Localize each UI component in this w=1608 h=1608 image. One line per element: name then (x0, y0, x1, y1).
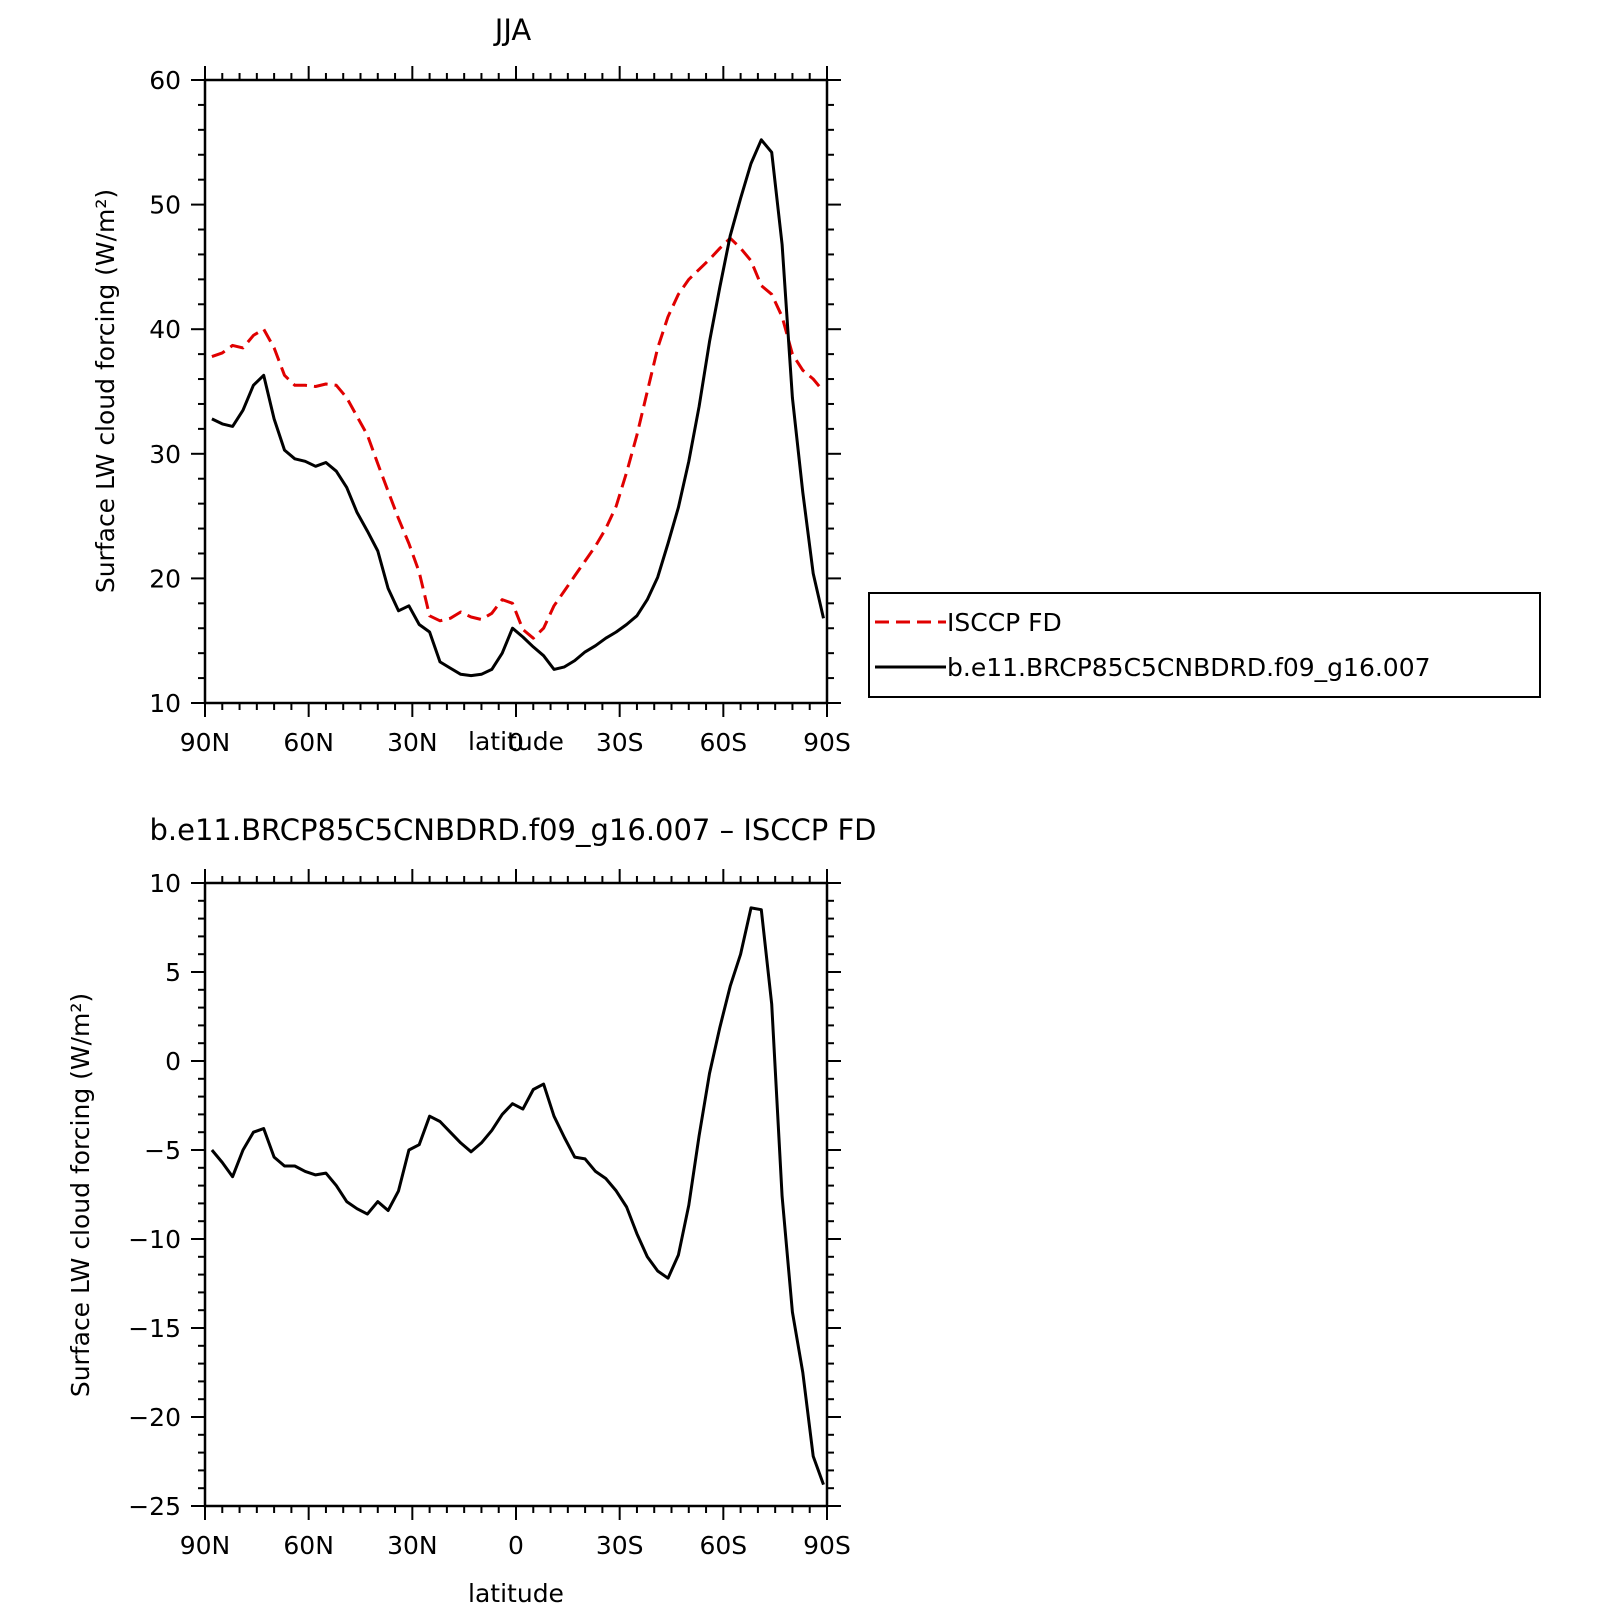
x-tick-label: 30S (596, 1531, 644, 1560)
legend-label: ISCCP FD (947, 608, 1062, 637)
x-tick-label: 0 (508, 728, 524, 757)
chart-title: JJA (493, 13, 532, 47)
y-tick-label: 20 (149, 564, 181, 593)
x-tick-label: 90S (803, 1531, 851, 1560)
y-tick-label: 40 (149, 315, 181, 344)
legend-label: b.e11.BRCP85C5CNBDRD.f09_g16.007 (947, 653, 1431, 682)
x-tick-label: 60S (699, 1531, 747, 1560)
series-line-b-e11-brcp85c5cnbdrd-f09-g16-007 (211, 138, 825, 678)
y-tick-label: −10 (128, 1225, 181, 1254)
x-axis-label: latitude (468, 1579, 564, 1608)
x-tick-label: 30N (387, 1531, 438, 1560)
y-axis-label: Surface LW cloud forcing (W/m²) (66, 993, 95, 1397)
x-tick-label: 30N (387, 728, 438, 757)
x-tick-label: 0 (508, 1531, 524, 1560)
y-tick-label: 0 (165, 1047, 181, 1076)
top-panel: JJA 90N 60N 30N 0 30S 60S 90S 60 50 40 30 20 10 latitu… (91, 13, 851, 757)
x-tick-label: 60N (283, 728, 334, 757)
chart-title: b.e11.BRCP85C5CNBDRD.f09_g16.007 – ISCCP… (150, 813, 877, 847)
legend-box (868, 592, 1541, 698)
x-tick-label: 30S (596, 728, 644, 757)
y-tick-label: 5 (165, 958, 181, 987)
y-tick-label: 10 (149, 689, 181, 718)
y-tick-label: 30 (149, 440, 181, 469)
bottom-panel: b.e11.BRCP85C5CNBDRD.f09_g16.007 – ISCCP… (66, 813, 877, 1608)
series-line-isccp-fd (211, 236, 825, 640)
x-tick-label: 90S (803, 728, 851, 757)
legend: ISCCP FD b.e11.BRCP85C5CNBDRD.f09_g16.007 (868, 592, 1541, 698)
y-tick-label: −15 (128, 1314, 181, 1343)
x-axis-label: latitude (468, 727, 564, 756)
x-tick-label: 60N (283, 1531, 334, 1560)
x-tick-label: 90N (180, 728, 231, 757)
y-tick-label: 50 (149, 191, 181, 220)
y-tick-label: −5 (144, 1136, 181, 1165)
y-axis-label: Surface LW cloud forcing (W/m²) (91, 189, 120, 593)
y-tick-label: −25 (128, 1492, 181, 1521)
y-tick-label: 60 (149, 66, 181, 95)
x-tick-label: 60S (699, 728, 747, 757)
plot-frame (203, 78, 829, 705)
x-tick-label: 90N (180, 1531, 231, 1560)
y-tick-label: −20 (128, 1403, 181, 1432)
series-line-difference (210, 906, 825, 1486)
y-tick-label: 10 (149, 869, 181, 898)
